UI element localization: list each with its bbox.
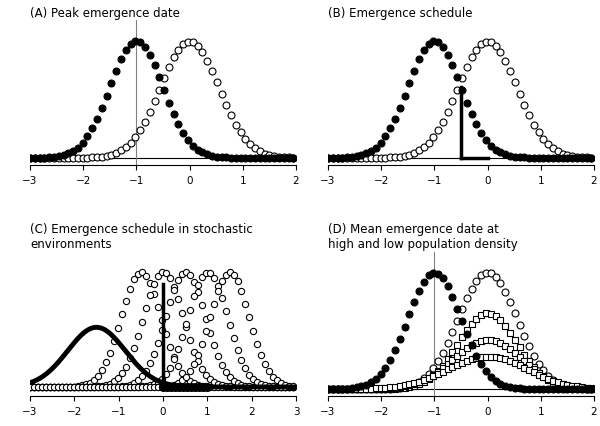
- Text: (D) Mean emergence date at
high and low population density: (D) Mean emergence date at high and low …: [328, 223, 518, 251]
- Text: (B) Emergence schedule: (B) Emergence schedule: [328, 7, 472, 20]
- Text: (C) Emergence schedule in stochastic
environments: (C) Emergence schedule in stochastic env…: [30, 223, 253, 251]
- Text: (A) Peak emergence date: (A) Peak emergence date: [30, 7, 180, 20]
